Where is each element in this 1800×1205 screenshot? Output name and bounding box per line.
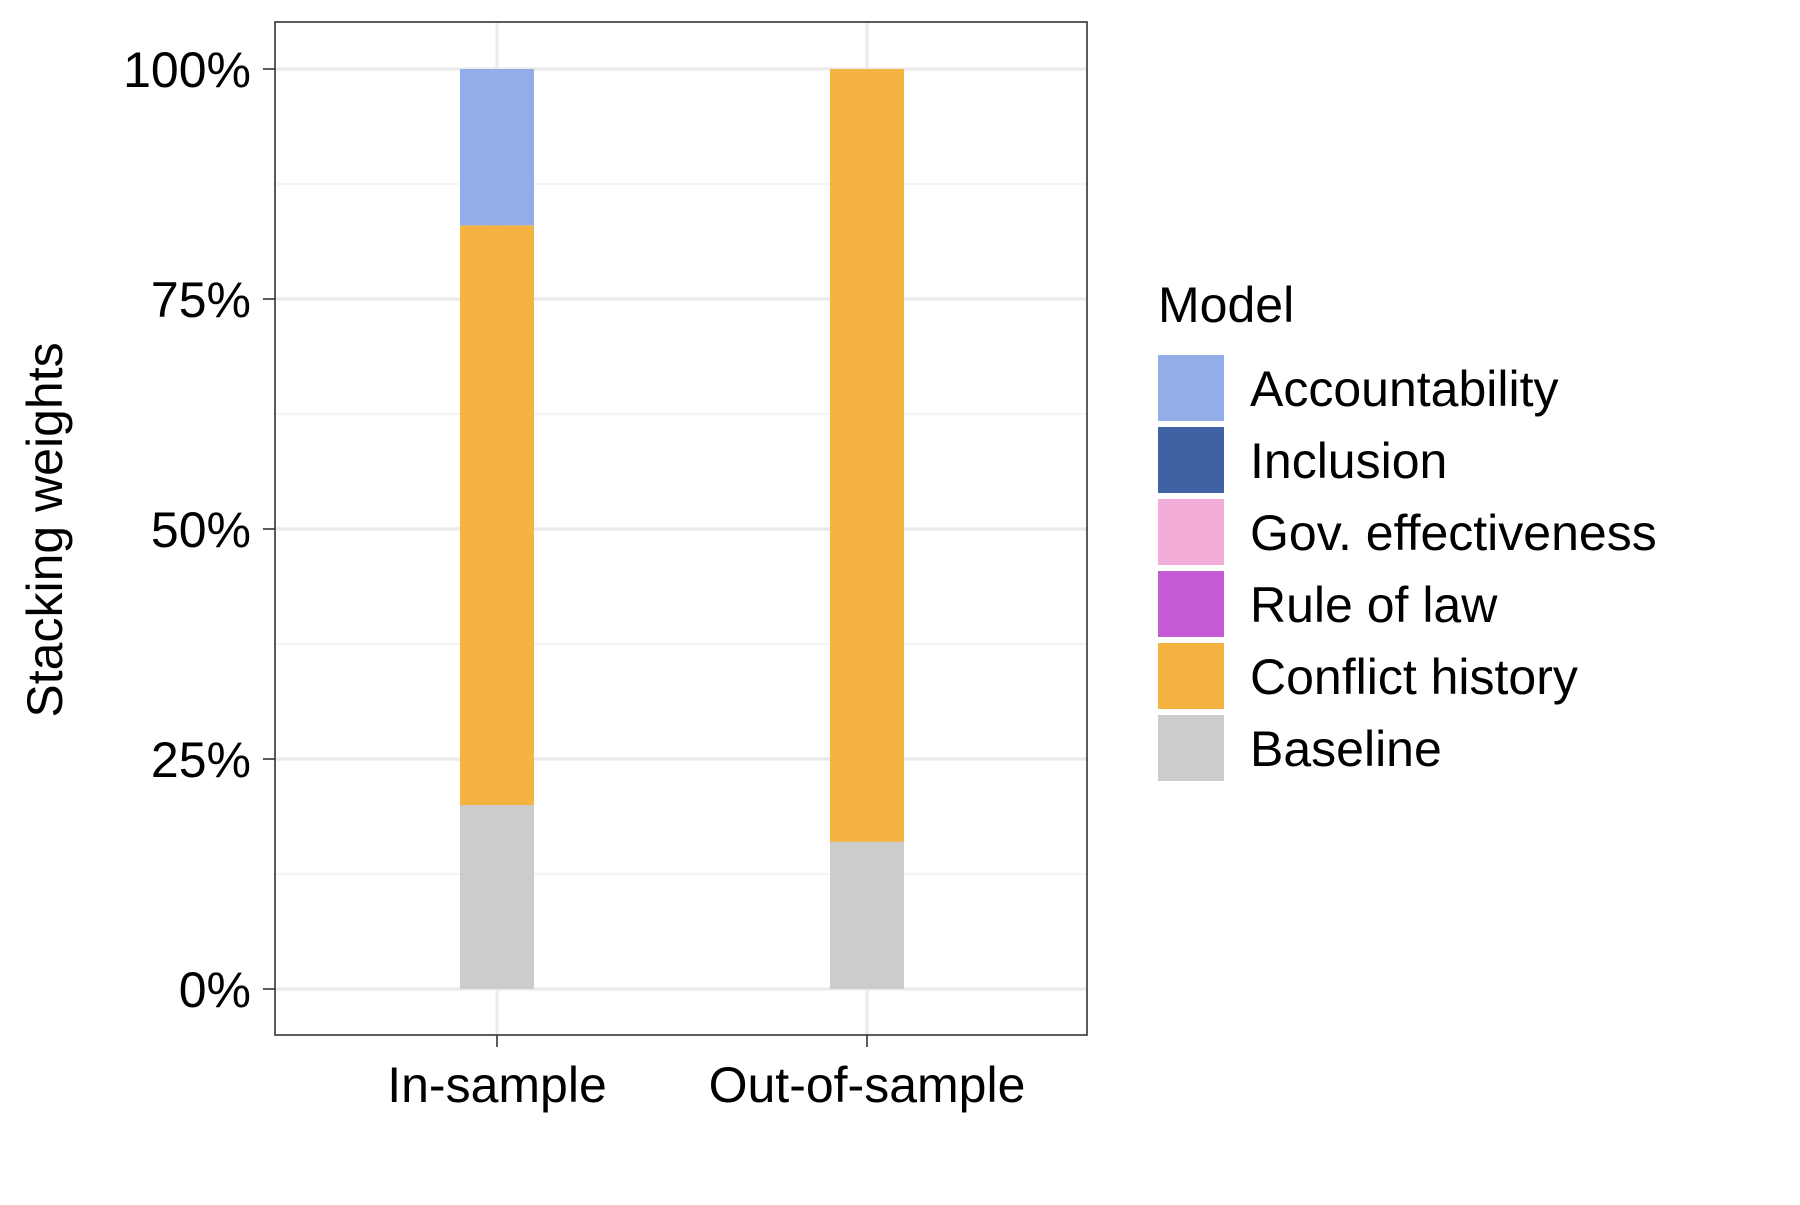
bar-segment-out-of-sample-conflict-history [830, 69, 904, 842]
bar-segment-out-of-sample-baseline [830, 841, 904, 989]
legend-label: Conflict history [1250, 649, 1578, 705]
bars [460, 69, 904, 989]
y-tick-label: 75% [151, 272, 251, 328]
legend-key-inclusion [1158, 427, 1224, 493]
y-axis-label: Stacking weights [17, 342, 73, 717]
legend-title: Model [1158, 277, 1294, 333]
x-tick-label: In-sample [387, 1057, 607, 1113]
x-tick-label: Out-of-sample [709, 1057, 1026, 1113]
legend-key-gov-effectiveness [1158, 499, 1224, 565]
legend-key-conflict-history [1158, 643, 1224, 709]
bar-segment-in-sample-conflict-history [460, 225, 534, 805]
y-tick-label: 0% [179, 962, 251, 1018]
legend-key-rule-of-law [1158, 571, 1224, 637]
legend-label: Rule of law [1250, 577, 1498, 633]
legend-label: Baseline [1250, 721, 1442, 777]
bar-segment-in-sample-accountability [460, 69, 534, 226]
legend-key-accountability [1158, 355, 1224, 421]
legend-label: Inclusion [1250, 433, 1447, 489]
legend-label: Accountability [1250, 361, 1559, 417]
y-tick-label: 50% [151, 502, 251, 558]
legend-label: Gov. effectiveness [1250, 505, 1657, 561]
y-tick-label: 100% [123, 42, 251, 98]
legend-key-baseline [1158, 715, 1224, 781]
legend: Model Accountability Inclusion Gov. effect… [1158, 277, 1657, 781]
bar-segment-in-sample-baseline [460, 805, 534, 989]
axes: 0% 25% 50% 75% 100% In-sample Out-of-sample [123, 42, 1025, 1113]
y-tick-label: 25% [151, 732, 251, 788]
